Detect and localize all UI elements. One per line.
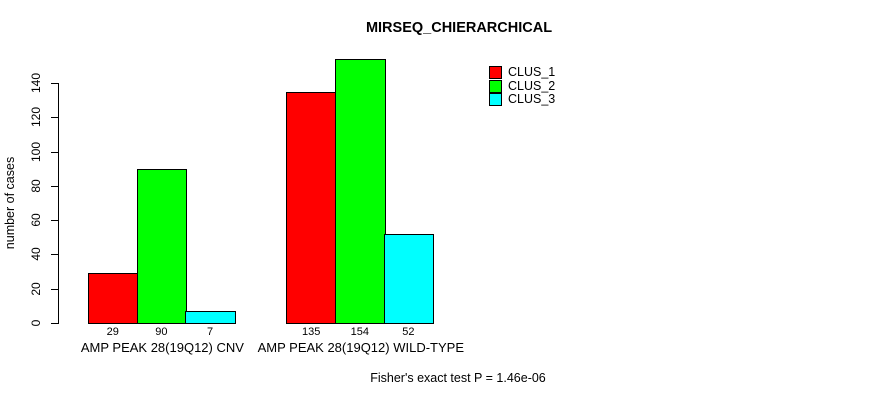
bar-clus_3-group-1 [185,311,236,324]
y-tick [51,323,58,324]
legend-swatch-icon [489,79,502,93]
bar-clus_2-group-1 [136,168,188,324]
bar-clus_1-group-2 [286,91,337,324]
y-tick [51,185,58,187]
y-tick-label: 40 [29,247,43,262]
y-tick-label: 140 [29,72,43,94]
legend-swatch-icon [489,92,502,106]
legend-item-clus_2: CLUS_2 [489,78,556,93]
legend-label: CLUS_1 [508,65,556,80]
y-tick-label: 80 [29,179,43,193]
bar-clus_3-group-2 [383,233,435,324]
y-tick-label: 120 [29,107,43,128]
y-axis-label: number of cases [3,156,17,250]
legend: CLUS_1 CLUS_2 CLUS_3 [489,66,555,106]
y-tick-label: 100 [29,141,43,162]
y-tick-label: 0 [29,319,43,327]
bar-value-label: 52 [402,326,415,338]
bar-value-label: 135 [302,326,321,338]
bar-clus_2-group-2 [335,59,386,324]
bar-clus_1-group-1 [88,273,139,324]
y-tick [51,254,58,256]
bar-value-label: 90 [155,326,168,338]
y-tick-label: 20 [29,282,43,296]
bar-value-label: 29 [106,326,119,338]
legend-label: CLUS_2 [508,78,556,93]
category-label-group-2: AMP PEAK 28(19Q12) WILD-TYPE [257,340,464,355]
legend-label: CLUS_3 [508,91,556,106]
y-tick [51,151,58,153]
y-tick [51,83,58,84]
category-label-group-1: AMP PEAK 28(19Q12) CNV [80,340,244,355]
chart-title: MIRSEQ_CHIERARCHICAL [365,20,553,36]
legend-item-clus_3: CLUS_3 [489,91,556,106]
legend-swatch-icon [489,66,502,80]
y-tick [51,117,58,119]
y-tick [51,220,58,222]
legend-item-clus_1: CLUS_1 [489,65,556,80]
y-tick [51,288,58,290]
y-tick-label: 60 [29,213,43,227]
bar-value-label: 154 [350,326,369,338]
fisher-test-annotation: Fisher's exact test P = 1.46e-06 [370,371,546,385]
y-axis-line [58,83,59,324]
bar-value-label: 7 [206,326,214,338]
